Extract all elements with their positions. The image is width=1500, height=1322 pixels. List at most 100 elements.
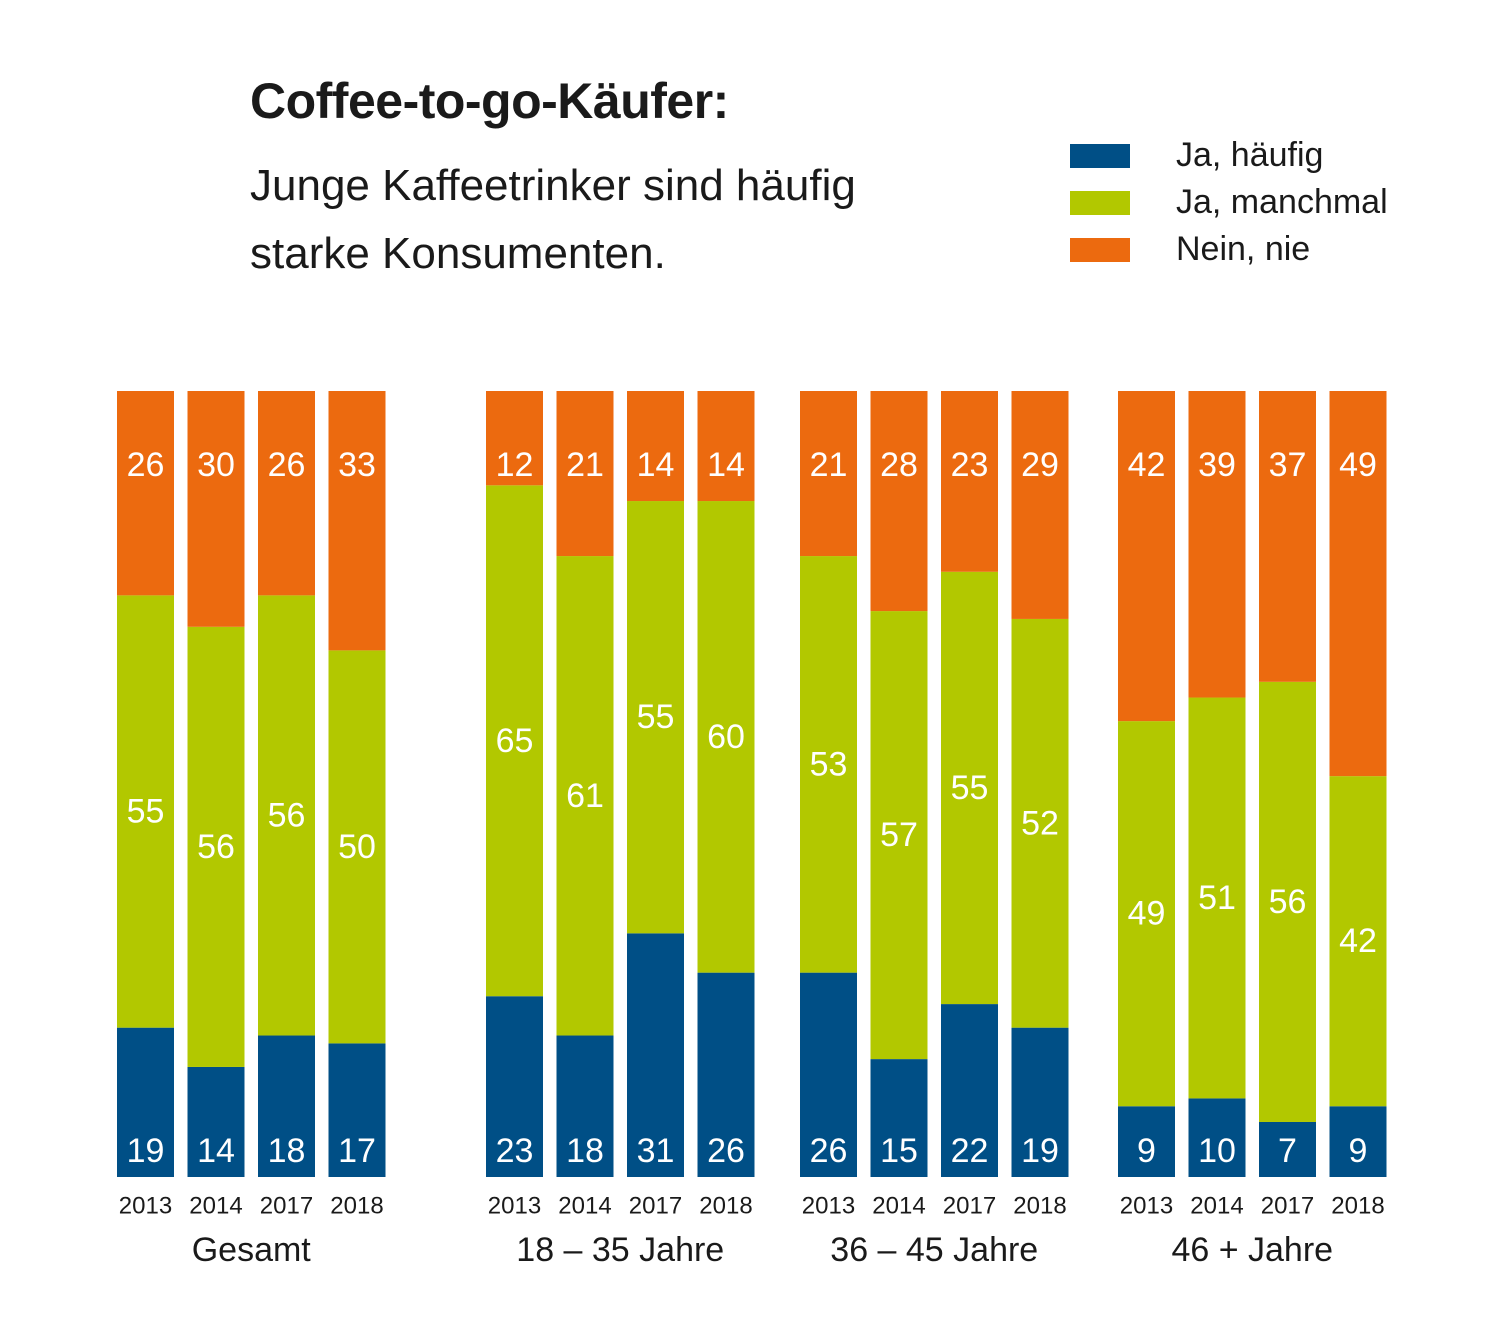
bar-36-45-jahre-2017-nie (941, 391, 998, 572)
bar-18-35-jahre-2014-haeufig (556, 1035, 614, 1177)
legend-item-manchmal: Ja, manchmal (1070, 179, 1388, 226)
value-label-18-35-jahre-2013-manchmal: 65 (496, 722, 534, 760)
group-label-gesamt: Gesamt (192, 1231, 312, 1269)
legend-label-nie: Nein, nie (1176, 230, 1311, 268)
chart-subtitle: Junge Kaffeetrinker sind häufig starke K… (250, 161, 856, 278)
tick-label-gesamt-2013: 2013 (119, 1193, 172, 1220)
bar-18-35-jahre-2018-nie (697, 391, 755, 502)
value-label-36-45-jahre-2013-haeufig: 26 (810, 1132, 848, 1170)
tick-label-36-45-jahre-2018: 2018 (1013, 1193, 1066, 1220)
value-label-46-jahre-2013-haeufig: 9 (1137, 1132, 1156, 1170)
bar-36-45-jahre-2018-nie (1011, 391, 1069, 619)
bar-46-jahre-2017-haeufig (1259, 1121, 1316, 1177)
bar-36-45-jahre-2013-manchmal (800, 556, 857, 973)
bar-gesamt-2018-nie (328, 391, 386, 651)
value-label-36-45-jahre-2017-haeufig: 22 (951, 1132, 989, 1170)
legend-item-haeufig: Ja, häufig (1070, 132, 1388, 179)
value-label-18-35-jahre-2018-nie: 14 (707, 446, 745, 484)
bar-36-45-jahre-2017-haeufig (941, 1004, 998, 1177)
bar-18-35-jahre-2013-manchmal (486, 485, 543, 997)
bar-18-35-jahre-2017-manchmal (627, 501, 684, 934)
legend: Ja, häufig Ja, manchmal Nein, nie (1070, 132, 1388, 273)
value-label-18-35-jahre-2014-manchmal: 61 (566, 777, 604, 815)
legend-swatch-nie (1070, 237, 1130, 262)
value-label-18-35-jahre-2014-nie: 21 (566, 446, 604, 484)
tick-label-18-35-jahre-2014: 2014 (558, 1193, 611, 1220)
bar-gesamt-2014-manchmal (187, 626, 245, 1067)
bar-36-45-jahre-2018-manchmal (1011, 618, 1069, 1028)
value-label-46-jahre-2013-nie: 42 (1128, 446, 1166, 484)
bar-18-35-jahre-2018-haeufig (697, 972, 755, 1177)
tick-label-46-jahre-2017: 2017 (1261, 1193, 1314, 1220)
value-label-18-35-jahre-2013-haeufig: 23 (496, 1132, 534, 1170)
bar-46-jahre-2018-haeufig (1329, 1106, 1387, 1177)
tick-label-18-35-jahre-2017: 2017 (629, 1193, 682, 1220)
legend-item-nie: Nein, nie (1070, 226, 1388, 273)
bar-18-35-jahre-2014-manchmal (556, 556, 614, 1036)
legend-label-manchmal: Ja, manchmal (1176, 183, 1388, 221)
bar-gesamt-2017-haeufig (258, 1035, 315, 1177)
bar-46-jahre-2014-manchmal (1188, 697, 1246, 1099)
bar-36-45-jahre-2013-nie (800, 391, 857, 557)
group-label-18-35-jahre: 18 – 35 Jahre (516, 1231, 724, 1269)
bar-36-45-jahre-2014-manchmal (870, 611, 928, 1060)
bar-18-35-jahre-2013-haeufig (486, 996, 543, 1177)
tick-label-46-jahre-2018: 2018 (1331, 1193, 1384, 1220)
tick-label-46-jahre-2013: 2013 (1120, 1193, 1173, 1220)
value-label-gesamt-2014-manchmal: 56 (197, 828, 235, 866)
value-label-gesamt-2017-haeufig: 18 (268, 1132, 306, 1170)
bar-gesamt-2018-manchmal (328, 650, 386, 1044)
value-label-gesamt-2018-manchmal: 50 (338, 828, 376, 866)
bar-36-45-jahre-2014-nie (870, 391, 928, 612)
tick-label-gesamt-2017: 2017 (260, 1193, 313, 1220)
bar-46-jahre-2013-haeufig (1118, 1106, 1175, 1177)
value-label-36-45-jahre-2013-manchmal: 53 (810, 745, 848, 783)
value-label-46-jahre-2017-manchmal: 56 (1269, 883, 1307, 921)
value-label-gesamt-2013-haeufig: 19 (127, 1132, 165, 1170)
chart-title: Coffee-to-go-Käufer: (250, 73, 729, 129)
group-label-46-jahre: 46 + Jahre (1171, 1231, 1333, 1269)
group-label-36-45-jahre: 36 – 45 Jahre (830, 1231, 1038, 1269)
value-label-36-45-jahre-2017-nie: 23 (951, 446, 989, 484)
value-label-46-jahre-2017-haeufig: 7 (1278, 1132, 1297, 1170)
bar-18-35-jahre-2017-haeufig (627, 933, 684, 1177)
value-label-18-35-jahre-2017-manchmal: 55 (637, 698, 675, 736)
value-label-18-35-jahre-2013-nie: 12 (496, 446, 534, 484)
bar-46-jahre-2014-nie (1188, 391, 1246, 698)
value-label-36-45-jahre-2013-nie: 21 (810, 446, 848, 484)
tick-label-46-jahre-2014: 2014 (1190, 1193, 1243, 1220)
bar-gesamt-2017-nie (258, 391, 315, 596)
value-label-46-jahre-2014-nie: 39 (1198, 446, 1236, 484)
value-label-36-45-jahre-2014-manchmal: 57 (880, 816, 918, 854)
bar-gesamt-2018-haeufig (328, 1043, 386, 1177)
legend-swatch-haeufig (1070, 143, 1130, 168)
value-label-36-45-jahre-2018-nie: 29 (1021, 446, 1059, 484)
value-label-gesamt-2013-nie: 26 (127, 446, 165, 484)
legend-swatch-manchmal (1070, 190, 1130, 215)
tick-label-gesamt-2018: 2018 (330, 1193, 383, 1220)
value-label-18-35-jahre-2014-haeufig: 18 (566, 1132, 604, 1170)
tick-label-36-45-jahre-2013: 2013 (802, 1193, 855, 1220)
bar-18-35-jahre-2018-manchmal (697, 501, 755, 973)
value-label-18-35-jahre-2017-nie: 14 (637, 446, 675, 484)
bar-gesamt-2017-manchmal (258, 595, 315, 1036)
tick-label-gesamt-2014: 2014 (189, 1193, 242, 1220)
value-label-46-jahre-2018-manchmal: 42 (1339, 922, 1377, 960)
bar-46-jahre-2014-haeufig (1188, 1098, 1246, 1177)
value-label-36-45-jahre-2018-haeufig: 19 (1021, 1132, 1059, 1170)
tick-label-18-35-jahre-2018: 2018 (699, 1193, 752, 1220)
value-label-gesamt-2018-nie: 33 (338, 446, 376, 484)
bar-46-jahre-2013-nie (1118, 391, 1175, 722)
value-label-36-45-jahre-2017-manchmal: 55 (951, 769, 989, 807)
legend-label-haeufig: Ja, häufig (1176, 136, 1324, 174)
bar-gesamt-2014-nie (187, 391, 245, 627)
value-label-46-jahre-2014-manchmal: 51 (1198, 879, 1236, 917)
bar-46-jahre-2013-manchmal (1118, 721, 1175, 1107)
tick-label-18-35-jahre-2013: 2013 (488, 1193, 541, 1220)
value-label-gesamt-2013-manchmal: 55 (127, 793, 165, 831)
tick-label-36-45-jahre-2017: 2017 (943, 1193, 996, 1220)
value-label-gesamt-2014-nie: 30 (197, 446, 235, 484)
value-label-18-35-jahre-2018-manchmal: 60 (707, 718, 745, 756)
bar-36-45-jahre-2017-manchmal (941, 571, 998, 1005)
bar-gesamt-2013-haeufig (117, 1027, 174, 1177)
